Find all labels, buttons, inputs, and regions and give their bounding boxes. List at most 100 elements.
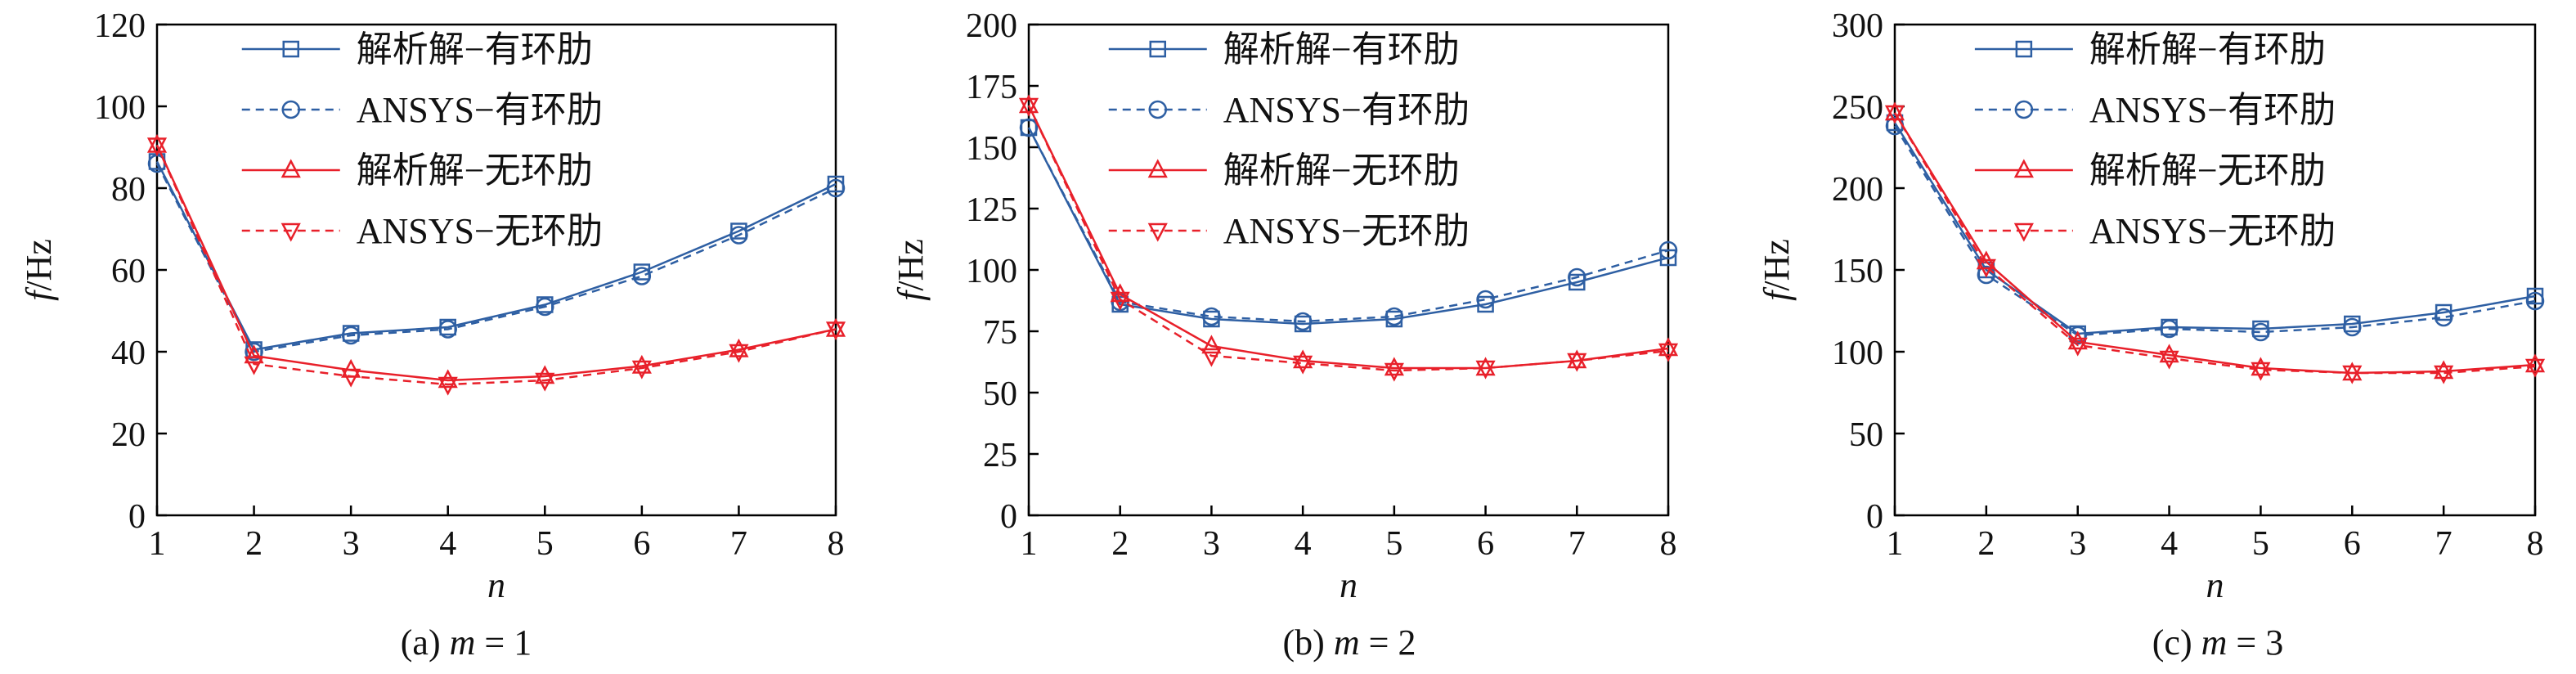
data-point-triangle-up [2159, 344, 2179, 363]
data-point-triangle-down [341, 368, 361, 388]
data-point-triangle-up [1567, 349, 1587, 369]
data-point-circle [1202, 307, 1221, 326]
data-point-triangle-down [2013, 222, 2034, 242]
data-point-triangle-down [2342, 365, 2363, 384]
data-point-square [2015, 40, 2033, 58]
data-point-triangle-up [2434, 360, 2454, 380]
y-tick-label: 50 [983, 375, 1017, 413]
data-point-square [282, 40, 299, 58]
series-4 [1884, 105, 2546, 384]
x-axis-title: n [487, 565, 505, 605]
x-tick-label: 6 [633, 525, 650, 563]
y-tick-label: 25 [983, 437, 1017, 474]
y-tick-label: 0 [1000, 498, 1017, 536]
x-tick-label: 7 [2435, 525, 2453, 563]
y-tick-label: 200 [966, 7, 1017, 45]
data-point-circle [2525, 291, 2545, 311]
data-point-triangle-down [438, 376, 458, 396]
data-point-circle [1148, 100, 1167, 119]
data-point-circle [1476, 290, 1495, 309]
data-point-triangle-down [1147, 222, 1168, 242]
caption-suffix: = 3 [2227, 622, 2283, 663]
data-point-triangle-down [729, 344, 749, 363]
y-axis-title: f/Hz [1757, 239, 1797, 301]
data-point-triangle-down [2434, 365, 2454, 384]
series-line [1893, 112, 2536, 375]
y-tick-label: 100 [966, 253, 1017, 290]
data-point-triangle-down [2524, 358, 2546, 378]
data-point-circle [1568, 267, 1586, 287]
data-point-triangle-up [146, 133, 168, 153]
data-point-circle [1977, 265, 1996, 285]
data-point-circle [245, 342, 263, 362]
legend-label: 解析解−无环肋 [1223, 151, 1460, 191]
series-line [1027, 105, 1669, 372]
data-point-circle [1658, 240, 1678, 260]
data-point-triangle-down [825, 321, 846, 341]
legend-label: ANSYS−有环肋 [2089, 90, 2336, 130]
chart-panel-3: 1 2 3 4 5 6 7 8 0 50 100 150 200 250 300 n f/Hz 解析解−有环肋 AN… [1757, 7, 2546, 663]
data-point-triangle-down [280, 222, 301, 242]
data-point-circle [2434, 308, 2453, 327]
x-axis-title: n [2206, 565, 2224, 605]
data-point-circle [2343, 317, 2362, 337]
x-tick-label: 3 [2069, 525, 2086, 563]
panel-caption: (c) m = 3 [2152, 622, 2283, 663]
legend-label: 解析解−无环肋 [2089, 151, 2326, 191]
series-line [1893, 112, 2536, 375]
y-tick-label: 40 [111, 335, 146, 372]
panel-caption: (a) m = 1 [401, 622, 532, 663]
data-point-triangle-up [631, 354, 652, 374]
data-point-triangle-up [729, 338, 749, 357]
y-tick-label: 150 [1832, 253, 1883, 290]
caption-var: m [450, 622, 476, 663]
y-tick-label: 300 [1832, 7, 1883, 45]
y-tick-label: 125 [966, 191, 1017, 229]
y-tick-label: 60 [111, 253, 146, 290]
data-point-triangle-up [825, 317, 846, 337]
data-point-triangle-up [2013, 159, 2034, 178]
caption-var: m [1334, 622, 1360, 663]
caption-prefix: (c) [2152, 622, 2201, 663]
data-point-triangle-up [1201, 335, 1222, 354]
y-axis-title: f/Hz [891, 239, 931, 301]
caption-prefix: (b) [1283, 622, 1334, 663]
x-tick-label: 4 [1295, 525, 1312, 563]
x-tick-label: 2 [245, 525, 263, 563]
data-point-triangle-down [631, 360, 652, 380]
y-axis-title-unit: /Hz [1757, 239, 1797, 291]
data-point-triangle-down [535, 372, 555, 392]
data-point-circle [341, 326, 361, 345]
x-tick-label: 3 [1203, 525, 1220, 563]
x-tick-label: 7 [730, 525, 747, 563]
y-tick-label: 20 [111, 416, 146, 454]
x-tick-label: 6 [1477, 525, 1494, 563]
caption-suffix: = 2 [1360, 622, 1416, 663]
x-tick-label: 1 [1887, 525, 1904, 563]
x-tick-label: 7 [1568, 525, 1586, 563]
legend-label: ANSYS−无环肋 [357, 211, 603, 251]
series-2 [1019, 118, 1678, 331]
legend-label: 解析解−有环肋 [1223, 29, 1460, 70]
legend-label: 解析解−无环肋 [357, 151, 593, 191]
series-line [1027, 127, 1669, 323]
legend-label: 解析解−有环肋 [357, 29, 593, 70]
x-tick-label: 6 [2344, 525, 2361, 563]
x-tick-label: 5 [536, 525, 554, 563]
chart-panel-2: 1 2 3 4 5 6 7 8 0 25 50 75 100 125 150 175 200 n f/Hz 解析解−有… [891, 7, 1679, 663]
data-point-circle [632, 267, 652, 285]
data-point-circle [729, 226, 748, 245]
data-point-circle [2160, 319, 2179, 339]
data-point-triangle-down [1567, 353, 1587, 372]
y-tick-label: 75 [983, 314, 1017, 352]
data-point-triangle-down [244, 356, 264, 375]
data-point-triangle-down [1293, 355, 1313, 375]
y-tick-label: 200 [1832, 171, 1883, 209]
data-point-triangle-down [2159, 350, 2179, 370]
data-point-triangle-down [1884, 105, 1905, 124]
series-2 [147, 154, 846, 362]
data-point-triangle-down [1658, 343, 1679, 362]
y-tick-label: 0 [128, 498, 146, 536]
